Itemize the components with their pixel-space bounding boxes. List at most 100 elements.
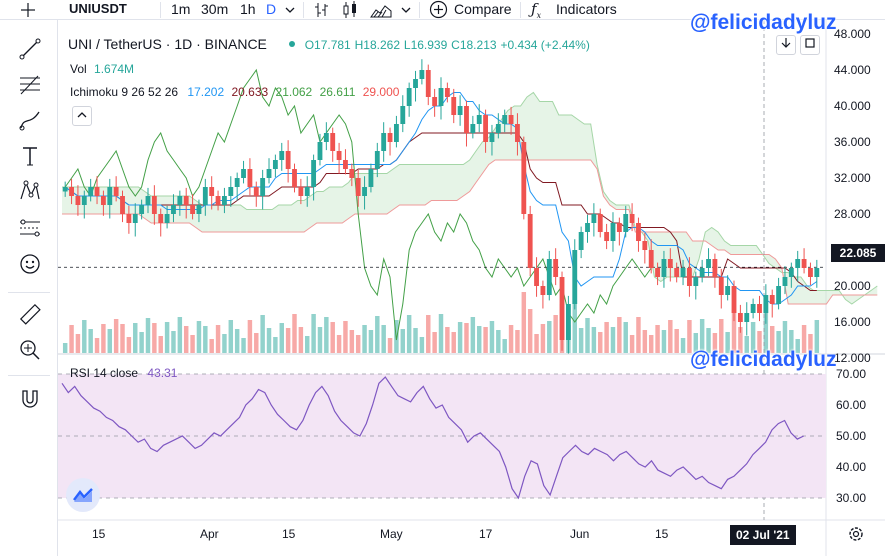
crosshair-icon[interactable] bbox=[20, 2, 36, 18]
candle-body bbox=[113, 187, 119, 196]
maximize-pane-button[interactable] bbox=[800, 35, 820, 55]
volume-bar bbox=[273, 337, 278, 353]
fib-retracement-icon[interactable] bbox=[18, 73, 42, 97]
time-tick-label: Apr bbox=[200, 527, 219, 541]
ichimoku-label: Ichimoku 9 26 52 26 bbox=[70, 85, 179, 99]
volume-bar bbox=[203, 326, 208, 353]
interval-30m[interactable]: 30m bbox=[201, 1, 229, 17]
volume-bar bbox=[247, 320, 253, 353]
volume-bar bbox=[693, 333, 699, 353]
area-icon[interactable] bbox=[370, 1, 392, 24]
candle-body bbox=[693, 277, 699, 286]
volume-bar bbox=[215, 325, 221, 353]
symbol-search[interactable]: UNIUSDT bbox=[69, 1, 127, 16]
volume-bar bbox=[126, 337, 132, 353]
rsi-line bbox=[61, 376, 804, 500]
candle-body bbox=[565, 304, 571, 340]
chevron-down-icon[interactable] bbox=[400, 3, 412, 21]
volume-bar bbox=[540, 324, 546, 353]
volume-bar bbox=[381, 325, 386, 353]
volume-bar bbox=[305, 336, 310, 353]
candle-body bbox=[750, 304, 756, 313]
magnet-icon[interactable] bbox=[18, 387, 42, 411]
volume-bar bbox=[113, 319, 119, 353]
candle-body bbox=[425, 70, 431, 97]
candle-body bbox=[381, 133, 387, 151]
candle-body bbox=[795, 259, 801, 268]
volume-bar bbox=[636, 317, 641, 353]
volume-bar bbox=[699, 319, 705, 353]
settings-gear-icon[interactable] bbox=[846, 524, 866, 544]
volume-bar bbox=[266, 328, 272, 353]
volume-bar bbox=[457, 322, 463, 353]
rsi-legend[interactable]: RSI 14 close 43.31 bbox=[70, 366, 177, 380]
price-tick-label: 32.000 bbox=[834, 171, 871, 185]
volume-bar bbox=[241, 338, 246, 353]
interval-d[interactable]: D bbox=[266, 1, 277, 17]
candle-body bbox=[629, 214, 635, 223]
candle-body bbox=[177, 196, 183, 205]
candle-body bbox=[387, 133, 393, 142]
chart-title[interactable]: UNI / TetherUS · 1D · BINANCE bbox=[68, 36, 267, 52]
scroll-down-button[interactable] bbox=[776, 35, 796, 55]
volume-bar bbox=[349, 330, 355, 353]
volume-bar bbox=[738, 327, 743, 353]
candle-body bbox=[540, 286, 546, 295]
text-icon[interactable] bbox=[18, 144, 42, 168]
prediction-icon[interactable] bbox=[18, 216, 42, 240]
chart-area[interactable]: 48.00044.00040.00036.00032.00028.00024.0… bbox=[58, 11, 885, 556]
chevron-down-icon[interactable] bbox=[284, 3, 296, 21]
volume-bar bbox=[610, 327, 616, 353]
volume-bar bbox=[120, 324, 125, 353]
volume-bar bbox=[209, 339, 214, 353]
bars-icon[interactable] bbox=[313, 1, 331, 24]
span-b-value: 29.000 bbox=[362, 85, 400, 99]
time-tick-label: 15 bbox=[282, 527, 296, 541]
candle-body bbox=[298, 187, 304, 196]
candle-body bbox=[476, 115, 482, 124]
collapse-legend-button[interactable] bbox=[72, 106, 92, 126]
candle-body bbox=[349, 169, 355, 178]
candle-body bbox=[247, 169, 253, 187]
candle-body bbox=[731, 286, 737, 313]
ichimoku-legend[interactable]: Ichimoku 9 26 52 26 17.202 20.633 21.062… bbox=[70, 85, 399, 99]
emoji-icon[interactable] bbox=[18, 252, 42, 276]
volume-bar bbox=[177, 317, 183, 353]
ichimoku-cloud bbox=[62, 92, 878, 304]
toolbar-divider bbox=[303, 2, 304, 18]
candle-body bbox=[451, 97, 457, 115]
app-logo-icon[interactable] bbox=[66, 478, 100, 512]
volume-bar bbox=[432, 332, 437, 353]
interval-1h[interactable]: 1h bbox=[240, 1, 256, 17]
plus-circle-icon[interactable] bbox=[429, 0, 448, 24]
indicators-button[interactable]: Indicators bbox=[556, 1, 617, 17]
status-dot bbox=[288, 41, 295, 48]
price-tick-label: 48.000 bbox=[834, 27, 871, 41]
function-icon[interactable]: ƒx bbox=[531, 0, 542, 20]
tenkan-value: 17.202 bbox=[187, 85, 225, 99]
chart-canvas[interactable]: 48.00044.00040.00036.00032.00028.00024.0… bbox=[58, 20, 885, 556]
pattern-icon[interactable] bbox=[18, 179, 42, 203]
candle-body bbox=[534, 268, 539, 286]
candles-icon[interactable] bbox=[341, 1, 359, 24]
rsi-tick-label: 50.00 bbox=[836, 429, 866, 443]
candle-body bbox=[814, 268, 820, 277]
volume-bar bbox=[661, 330, 667, 353]
volume-bar bbox=[547, 321, 552, 353]
interval-1m[interactable]: 1m bbox=[171, 1, 191, 17]
brush-icon[interactable] bbox=[18, 108, 42, 132]
volume-bar bbox=[687, 320, 692, 353]
trend-line-icon[interactable] bbox=[18, 37, 42, 61]
volume-bar bbox=[62, 343, 68, 353]
volume-legend[interactable]: Vol 1.674M bbox=[70, 62, 134, 76]
candle-body bbox=[183, 196, 189, 205]
candle-body bbox=[100, 196, 106, 205]
zoom-in-icon[interactable] bbox=[18, 338, 42, 362]
volume-bar bbox=[769, 326, 775, 353]
ruler-icon[interactable] bbox=[18, 302, 42, 326]
compare-button[interactable]: Compare bbox=[454, 1, 512, 17]
candle-body bbox=[432, 97, 438, 106]
candle-body bbox=[737, 313, 743, 322]
volume-bar bbox=[553, 315, 558, 353]
